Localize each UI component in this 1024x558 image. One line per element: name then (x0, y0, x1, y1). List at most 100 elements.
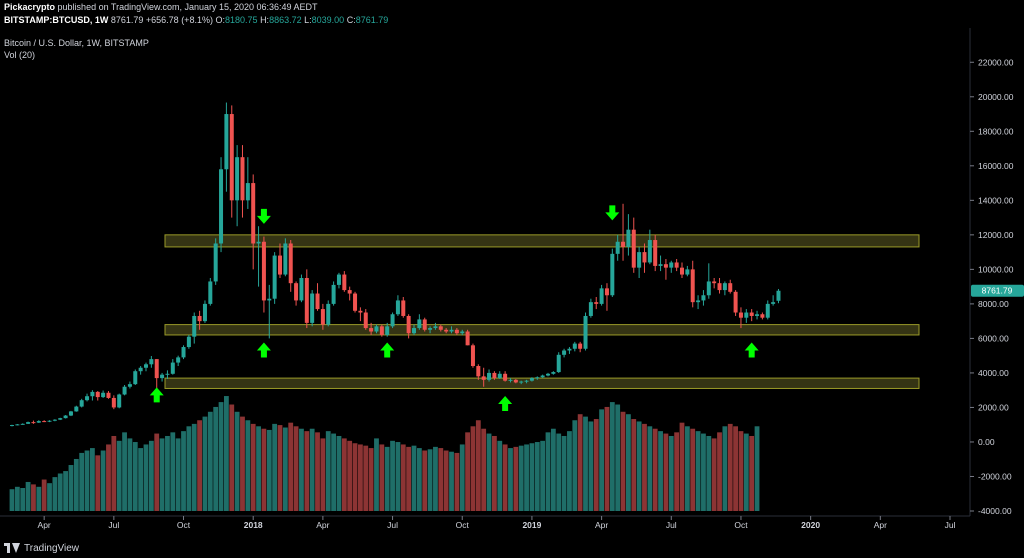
candle-body (417, 319, 422, 329)
volume-bar (52, 477, 58, 511)
volume-bar (749, 435, 755, 511)
y-tick-label: 14000.00 (978, 195, 1014, 205)
x-tick-label: Apr (595, 520, 608, 530)
candle-body (144, 364, 148, 368)
volume-bar (400, 444, 406, 511)
candle-body (68, 411, 73, 416)
volume-bar (234, 411, 240, 511)
volume-bar (256, 426, 261, 511)
last-price-tag (971, 284, 1024, 297)
volume-bar (143, 444, 149, 511)
y-tick-label: -2000.00 (978, 471, 1012, 481)
candle-body (47, 420, 52, 422)
volume-bar (68, 465, 74, 511)
volume-bar (599, 409, 604, 511)
symbol: BITSTAMP:BTCUSD, 1W (4, 15, 109, 25)
volume-bar (336, 435, 342, 511)
volume-bar (218, 402, 224, 511)
candle-body (267, 298, 272, 301)
candle-body (454, 329, 459, 334)
volume-bar (122, 432, 127, 511)
candle-body (481, 376, 486, 380)
candle-body (631, 229, 636, 268)
candle-body (202, 303, 207, 322)
candle-body (621, 241, 626, 247)
volume-bar (684, 426, 690, 511)
volume-bar (293, 426, 299, 511)
volume-bar (250, 423, 256, 511)
candle-body (117, 394, 122, 408)
volume-bar (100, 450, 106, 511)
volume-bar (374, 438, 379, 511)
volume-bar (577, 414, 583, 511)
candle-body (669, 262, 674, 268)
candle-body (310, 293, 315, 323)
volume-bar (722, 426, 728, 511)
candle-body (401, 300, 406, 316)
volume-bar (224, 396, 229, 511)
volume-bar (148, 440, 154, 511)
open-label: O: (215, 15, 225, 25)
x-tick-label: Jul (666, 520, 677, 530)
candle-body (444, 329, 449, 332)
volume-bar (277, 425, 283, 511)
candle-body (433, 326, 438, 329)
volume-bar (191, 423, 197, 511)
candle-body (733, 291, 738, 313)
volume-bar (690, 428, 696, 511)
candle-body (363, 312, 368, 329)
volume-bar (304, 431, 310, 511)
volume-bar (165, 435, 170, 511)
y-tick-label: 0.00 (978, 437, 995, 447)
candle-body (583, 315, 588, 349)
volume-bar (207, 411, 213, 511)
volume-bar (727, 423, 733, 511)
volume-bar (325, 431, 331, 511)
x-tick-label: 2020 (801, 520, 820, 530)
candle-body (578, 343, 583, 349)
candle-body (369, 328, 374, 332)
volume-bar (9, 489, 15, 511)
volume-bar (717, 432, 722, 511)
candle-body (197, 315, 202, 322)
candle-body (406, 315, 411, 334)
candle-body (374, 326, 379, 332)
volume-bar (534, 442, 540, 511)
candle-body (685, 269, 690, 275)
candle-body (36, 421, 41, 423)
volume-bar (711, 438, 717, 511)
volume-bar (299, 428, 304, 511)
volume-bar (754, 426, 760, 511)
volume-bar (449, 451, 454, 511)
candle-body (428, 328, 433, 330)
high-value: 8863.72 (269, 15, 302, 25)
publisher-name: Pickacrypto (4, 2, 56, 12)
volume-bar (106, 444, 111, 511)
price-change: +656.78 (+8.1%) (145, 15, 213, 25)
volume-bar (57, 473, 63, 511)
candle-body (283, 243, 288, 275)
candle-body (712, 281, 717, 284)
candle-body (551, 372, 556, 374)
x-tick-label: Oct (177, 520, 191, 530)
candle-body (149, 359, 154, 365)
volume-bar (315, 432, 320, 511)
volume-bar (615, 404, 621, 511)
candle-body (487, 372, 492, 380)
candle-body (642, 252, 647, 263)
candle-body (626, 229, 631, 247)
tradingview-brand: TradingView (24, 542, 80, 554)
candle-body (701, 295, 706, 301)
volume-bar (609, 402, 615, 511)
candle-body (235, 157, 240, 201)
volume-bar (433, 446, 438, 511)
volume-bar (556, 433, 562, 511)
low-label: L: (304, 15, 312, 25)
volume-bar (14, 486, 20, 511)
volume-bar (663, 433, 669, 511)
candle-body (278, 255, 282, 275)
candle-body (101, 392, 106, 398)
candle-body (460, 331, 465, 334)
volume-bar (266, 429, 272, 511)
candle-body (245, 183, 250, 201)
